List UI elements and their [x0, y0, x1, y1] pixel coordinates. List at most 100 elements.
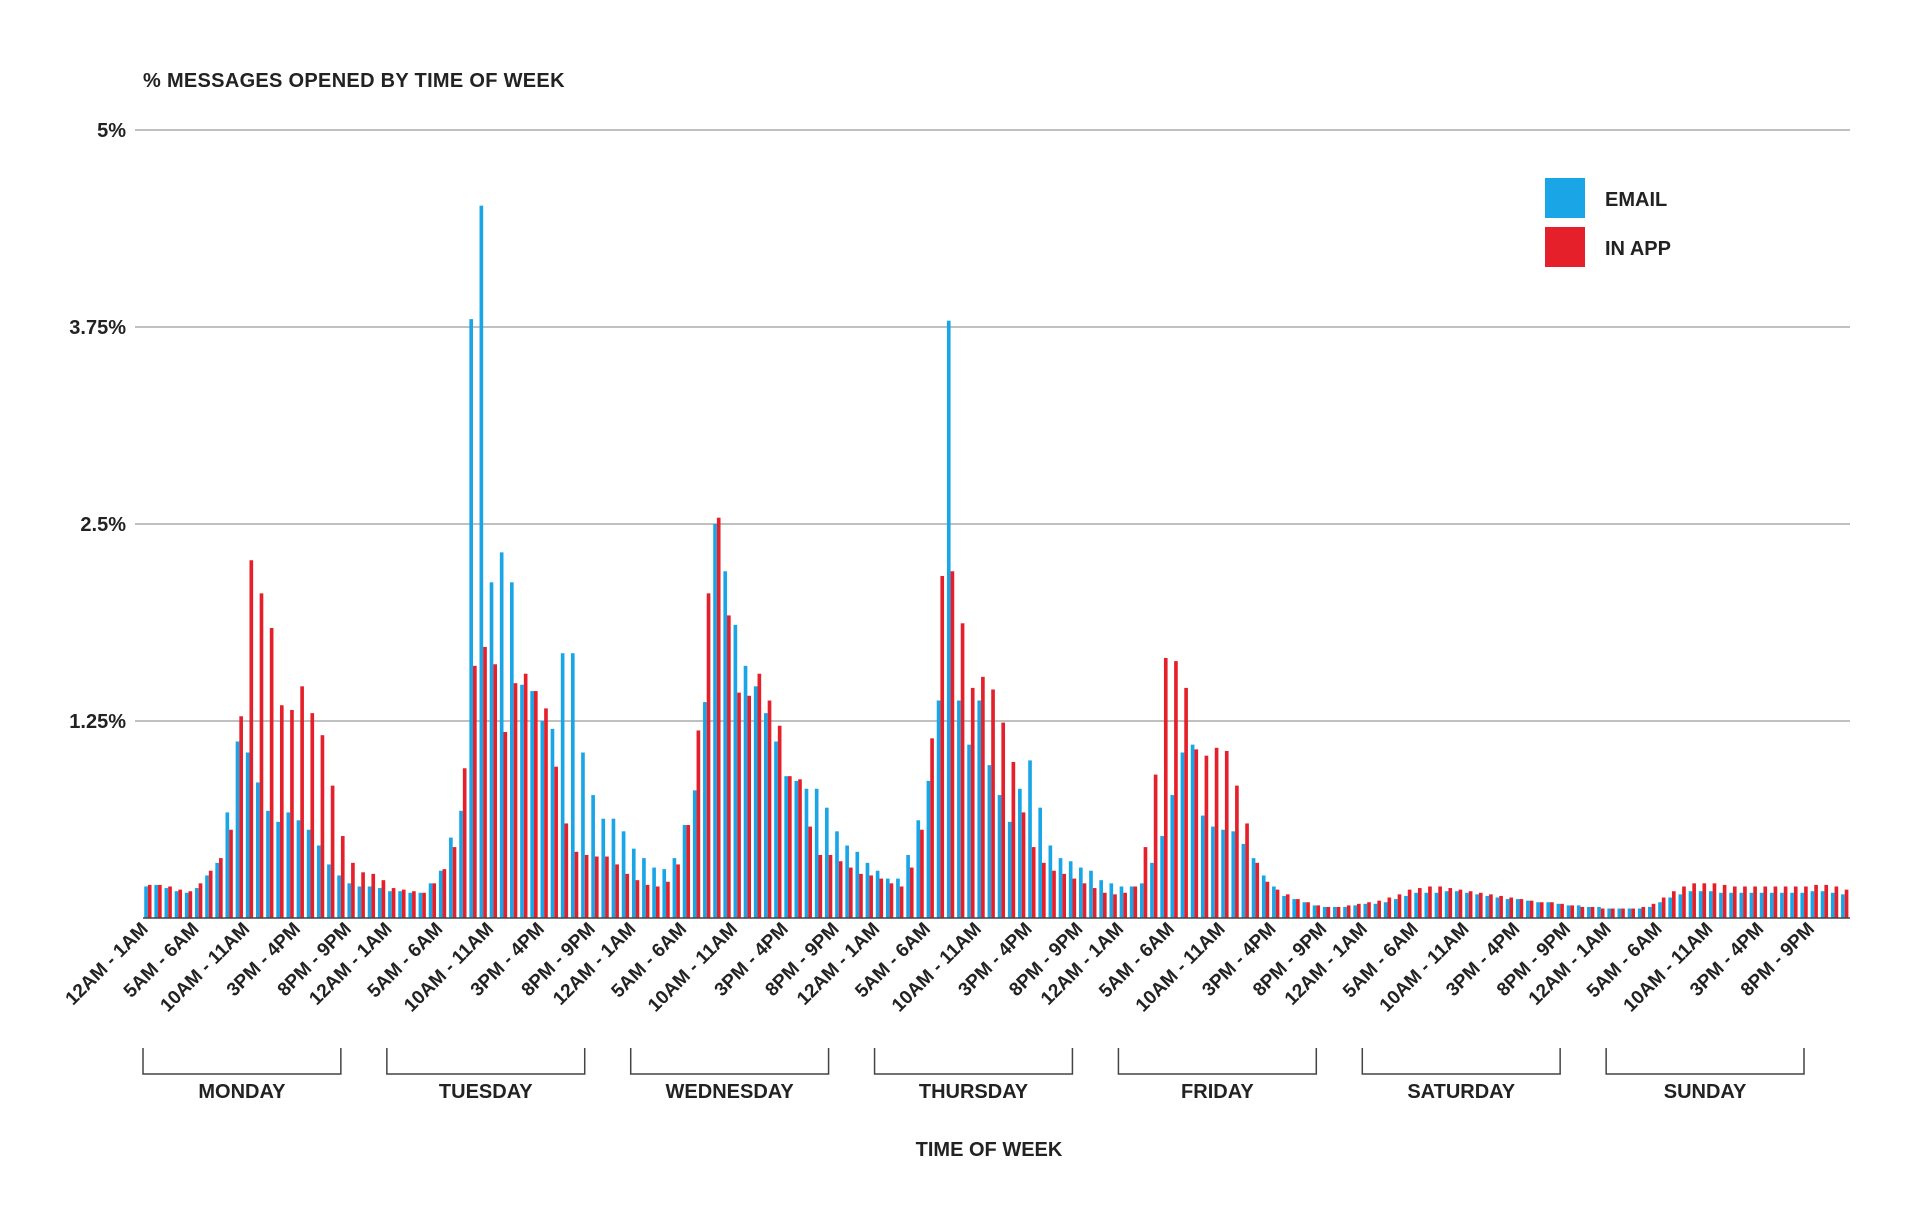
- bar-email: [1668, 897, 1672, 918]
- bar-in-app: [1793, 886, 1798, 918]
- bar-in-app: [1031, 847, 1036, 918]
- bar-email: [845, 845, 849, 918]
- bar-email: [1820, 891, 1825, 918]
- legend-label-in-app: IN APP: [1605, 238, 1671, 260]
- bar-in-app: [1580, 906, 1585, 918]
- bar-in-app: [1611, 908, 1615, 918]
- bar-email: [1536, 902, 1540, 918]
- bar-email: [611, 818, 616, 918]
- bar-email: [1170, 795, 1175, 918]
- bar-email: [753, 686, 758, 918]
- bar-in-app: [655, 886, 660, 918]
- bar-in-app: [1001, 722, 1006, 918]
- bar-email: [1465, 892, 1469, 918]
- bar-in-app: [1042, 862, 1046, 918]
- bar-email: [1282, 895, 1286, 918]
- bar-in-app: [706, 593, 711, 918]
- bar-in-app: [158, 884, 162, 918]
- bar-in-app: [605, 856, 609, 918]
- bar-email: [1587, 906, 1591, 918]
- bar-in-app: [777, 725, 782, 918]
- bar-email: [316, 845, 321, 918]
- bar-in-app: [879, 878, 884, 918]
- bar-in-app: [1489, 894, 1493, 918]
- bar-email: [703, 702, 707, 918]
- bar-email: [1658, 902, 1662, 918]
- bar-email: [987, 765, 992, 918]
- bar-in-app: [533, 691, 538, 918]
- bar-in-app: [452, 847, 457, 918]
- bar-email: [733, 624, 738, 918]
- bar-email: [367, 886, 372, 918]
- bar-email: [1383, 902, 1388, 918]
- day-bracket: [1117, 1048, 1318, 1075]
- bar-in-app: [808, 826, 812, 918]
- bar-in-app: [1143, 847, 1148, 918]
- bar-in-app: [1417, 888, 1422, 918]
- bar-in-app: [1519, 899, 1524, 918]
- bar-in-app: [635, 880, 640, 918]
- day-label: THURSDAY: [919, 1081, 1029, 1103]
- legend-label-email: EMAIL: [1605, 189, 1667, 211]
- day-label: SATURDAY: [1407, 1081, 1515, 1103]
- bar-in-app: [991, 689, 995, 918]
- bar-email: [926, 780, 931, 918]
- bar-email: [1343, 906, 1347, 918]
- bar-in-app: [1773, 886, 1778, 918]
- bar-email: [1505, 899, 1510, 918]
- bar-email: [1292, 899, 1297, 918]
- bar-in-app: [848, 867, 853, 918]
- bar-in-app: [1560, 903, 1564, 918]
- bar-in-app: [381, 880, 386, 918]
- bar-email: [1312, 905, 1317, 918]
- bar-in-app: [1783, 886, 1788, 918]
- bar-email: [479, 205, 484, 918]
- bar-in-app: [645, 884, 650, 918]
- bar-in-app: [1407, 889, 1412, 918]
- bar-in-app: [147, 884, 152, 918]
- bar-email: [357, 886, 362, 918]
- bar-in-app: [970, 687, 975, 918]
- bar-in-app: [757, 673, 762, 918]
- bar-email: [906, 854, 910, 918]
- bar-in-app: [1753, 886, 1757, 918]
- bar-in-app: [747, 695, 752, 918]
- bar-in-app: [391, 888, 396, 918]
- bar-email: [1353, 905, 1358, 918]
- bar-in-app: [584, 854, 589, 918]
- bar-in-app: [473, 665, 477, 918]
- bar-in-app: [1763, 886, 1768, 918]
- bar-in-app: [1214, 747, 1219, 918]
- bar-in-app: [1692, 883, 1696, 918]
- bar-email: [865, 862, 870, 918]
- bar-in-app: [462, 768, 467, 918]
- bar-in-app: [1682, 886, 1686, 918]
- bar-email: [957, 700, 961, 918]
- bar-in-app: [889, 883, 894, 918]
- bar-email: [946, 320, 951, 918]
- bar-in-app: [1011, 761, 1016, 918]
- bar-email: [642, 858, 646, 918]
- day-bracket: [142, 1048, 342, 1075]
- x-axis-title: TIME OF WEEK: [916, 1139, 1063, 1161]
- bar-email: [1333, 906, 1337, 918]
- bar-in-app: [371, 873, 376, 918]
- bar-email: [1708, 891, 1713, 918]
- bar-email: [1261, 875, 1266, 918]
- bar-email: [1211, 826, 1215, 918]
- bar-email: [1373, 903, 1378, 918]
- bar-in-app: [1194, 749, 1199, 918]
- bar-in-app: [727, 615, 731, 918]
- bar-in-app: [1671, 891, 1676, 918]
- bar-email: [1231, 831, 1236, 918]
- bar-email: [540, 721, 545, 918]
- bar-in-app: [1275, 889, 1280, 918]
- grid-lines: [135, 129, 1850, 722]
- bar-in-app: [625, 873, 630, 918]
- bar-in-app: [1245, 823, 1249, 918]
- bar-in-app: [493, 664, 497, 918]
- bar-in-app: [178, 889, 183, 918]
- bar-email: [1790, 892, 1794, 918]
- bar-email: [662, 869, 667, 918]
- bar-email: [489, 582, 494, 918]
